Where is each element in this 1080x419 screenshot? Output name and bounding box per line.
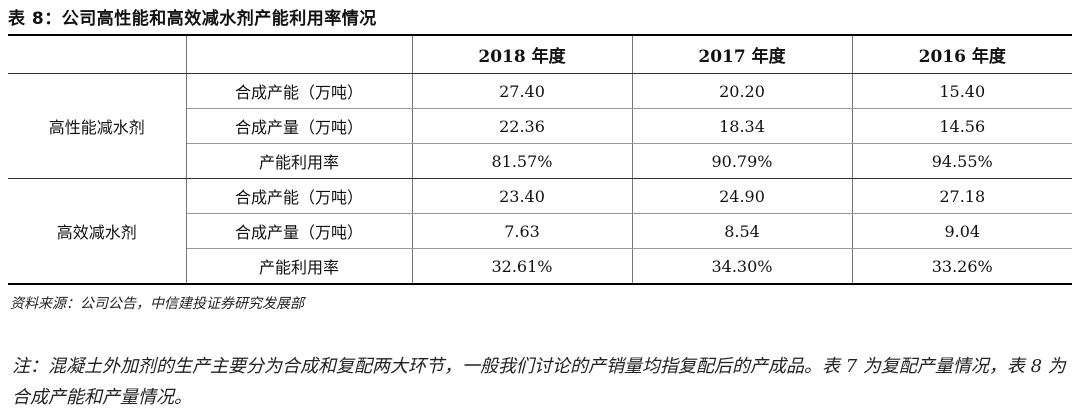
header-year-2017: 2017 年度	[631, 34, 853, 74]
value-cell: 34.30%	[631, 248, 853, 285]
header-cell-blank-2	[185, 34, 413, 74]
header-year-2018: 2018 年度	[411, 34, 633, 74]
capacity-table: 2018 年度 2017 年度 2016 年度 高性能减水剂 合成产能（万吨） …	[8, 34, 1072, 285]
value-cell: 33.26%	[851, 248, 1072, 285]
value-cell: 23.40	[411, 178, 633, 214]
value-cell: 22.36	[411, 108, 633, 144]
value-cell: 14.56	[851, 108, 1072, 144]
header-cell-blank-1	[8, 34, 187, 74]
value-cell: 15.40	[851, 73, 1072, 109]
table-row: 合成产量（万吨） 7.63 8.54 9.04	[8, 213, 1072, 249]
value-cell: 27.18	[851, 178, 1072, 214]
group-label: 高效减水剂	[8, 178, 187, 285]
value-cell: 8.54	[631, 213, 853, 249]
table-row: 高效减水剂 合成产能（万吨） 23.40 24.90 27.18	[8, 178, 1072, 285]
table-row: 高性能减水剂 合成产能（万吨） 27.40 20.20 15.40	[8, 73, 1072, 179]
table-row: 产能利用率 32.61% 34.30% 33.26%	[8, 248, 1072, 285]
group-label: 高性能减水剂	[8, 73, 187, 179]
value-cell: 20.20	[631, 73, 853, 109]
table-row: 合成产量（万吨） 22.36 18.34 14.56	[8, 108, 1072, 144]
metric-label: 合成产能（万吨）	[185, 73, 413, 109]
value-cell: 24.90	[631, 178, 853, 214]
value-cell: 81.57%	[411, 143, 633, 179]
metric-label: 合成产量（万吨）	[186, 108, 413, 144]
table-title: 表 8：公司高性能和高效减水剂产能利用率情况	[8, 9, 377, 29]
metric-label: 合成产能（万吨）	[185, 178, 413, 214]
metric-label: 合成产量（万吨）	[186, 213, 413, 249]
header-year-2016: 2016 年度	[851, 34, 1072, 74]
metric-label: 产能利用率	[186, 248, 413, 285]
value-cell: 18.34	[631, 108, 853, 144]
footnote-paragraph: 注：混凝土外加剂的生产主要分为合成和复配两大环节，一般我们讨论的产销量均指复配后…	[12, 356, 1066, 408]
table-row: 产能利用率 81.57% 90.79% 94.55%	[8, 143, 1072, 179]
value-cell: 32.61%	[411, 248, 633, 285]
value-cell: 90.79%	[631, 143, 853, 179]
value-cell: 7.63	[411, 213, 633, 249]
source-note: 资料来源：公司公告，中信建投证券研究发展部	[10, 296, 304, 312]
value-cell: 94.55%	[851, 143, 1072, 179]
value-cell: 27.40	[411, 73, 633, 109]
metric-label: 产能利用率	[186, 143, 413, 179]
table-header-row: 2018 年度 2017 年度 2016 年度	[8, 34, 1072, 74]
value-cell: 9.04	[851, 213, 1072, 249]
